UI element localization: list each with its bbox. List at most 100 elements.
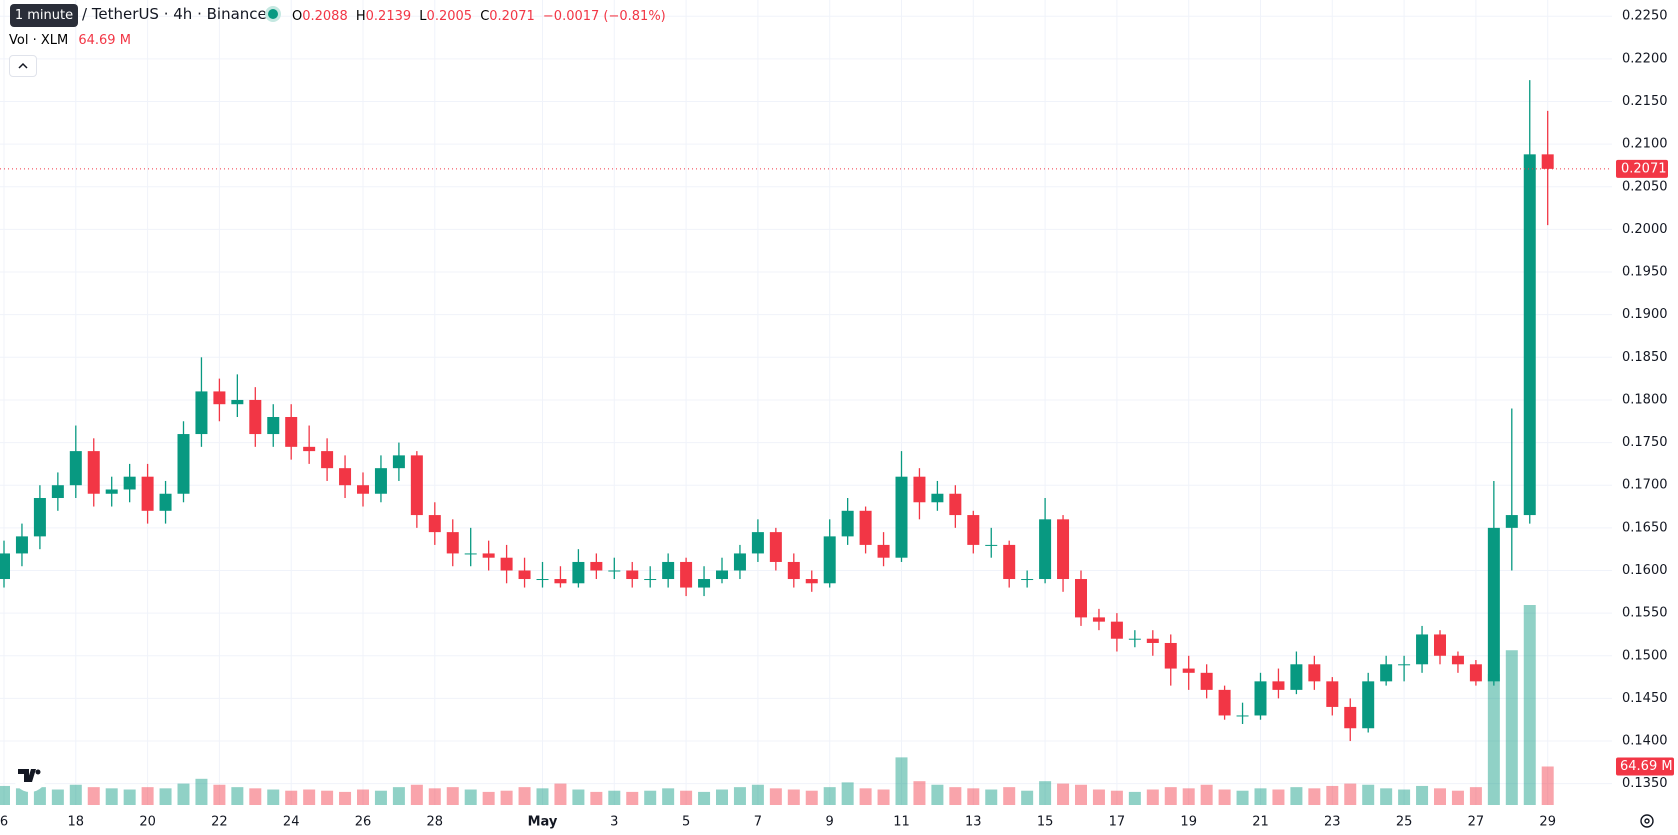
volume-bar	[51, 789, 64, 805]
volume-bar	[105, 788, 118, 805]
candle-body	[680, 561, 693, 588]
y-tick-label: 0.1500	[1622, 648, 1668, 663]
settings-icon[interactable]	[1638, 812, 1656, 830]
candle-body	[446, 532, 459, 554]
candle-body	[1021, 579, 1034, 581]
candle-body	[374, 468, 387, 494]
volume-bar	[123, 789, 136, 805]
candle-body	[626, 570, 639, 580]
x-tick-label: 17	[1109, 815, 1126, 830]
x-tick-label: 26	[355, 815, 372, 830]
y-tick-label: 0.1550	[1622, 606, 1668, 621]
volume-bar	[805, 790, 818, 805]
candle-body	[285, 416, 298, 447]
volume-bar	[482, 791, 495, 805]
volume-bar	[1128, 791, 1141, 805]
volume-bar	[33, 787, 46, 805]
candle-body	[1523, 154, 1536, 516]
x-tick-label: 5	[682, 815, 690, 830]
candle-body	[303, 446, 316, 452]
volume-tag-label: 64.69 M	[1620, 759, 1673, 774]
volume-bar	[392, 787, 405, 805]
volume-bar	[626, 791, 639, 805]
volume-bar	[1451, 790, 1464, 805]
candle-body	[428, 515, 441, 533]
volume-bar	[1182, 788, 1195, 805]
candle-body	[1236, 715, 1249, 717]
volume-bar	[1290, 787, 1303, 805]
volume-bar	[913, 781, 926, 805]
candle-body	[1092, 617, 1105, 622]
candle-body	[1146, 638, 1159, 643]
candle-body	[1128, 638, 1141, 640]
volume-bar	[177, 783, 190, 805]
candle-body	[698, 579, 711, 588]
candle-body	[859, 510, 872, 545]
volume-bar	[1236, 790, 1249, 805]
volume-bar	[357, 789, 369, 805]
candle-body	[1308, 664, 1321, 682]
x-tick-label: 18	[68, 815, 85, 830]
candle-body	[1218, 689, 1231, 716]
volume-bar	[680, 790, 693, 805]
candle-body	[1039, 519, 1052, 580]
candle-body	[572, 561, 585, 584]
volume-bar	[1200, 784, 1213, 805]
candle-body	[1200, 672, 1213, 690]
candle-body	[177, 434, 190, 494]
volume-bar	[1075, 784, 1087, 805]
candle-body	[0, 553, 10, 580]
candle-body	[1182, 668, 1195, 673]
candle-body	[1451, 655, 1464, 665]
volume-bar	[518, 787, 531, 805]
volume-bar	[985, 789, 998, 805]
candle-body	[123, 476, 136, 490]
candle-body	[195, 391, 208, 435]
y-tick-label: 0.2050	[1622, 179, 1668, 194]
candle-body	[751, 532, 764, 554]
volume-bar	[428, 788, 441, 805]
volume-bar	[1272, 789, 1285, 805]
candle-body	[1487, 527, 1500, 682]
volume-bar	[1146, 789, 1159, 805]
candle-body	[1164, 642, 1177, 669]
candle-body	[339, 468, 352, 486]
volume-bar	[1541, 766, 1554, 805]
volume-bar	[751, 784, 764, 805]
volume-bar	[716, 789, 728, 805]
candle-body	[482, 553, 495, 558]
candle-body	[33, 498, 46, 537]
volume-bar	[1003, 787, 1016, 805]
candle-body	[357, 485, 369, 494]
x-tick-label: 29	[1539, 815, 1556, 830]
candle-body	[1290, 664, 1303, 690]
x-tick-label: 25	[1396, 815, 1413, 830]
y-tick-label: 0.1700	[1622, 478, 1668, 493]
volume-bar	[1326, 785, 1339, 805]
h-label: H	[355, 9, 366, 24]
volume-bar	[1164, 787, 1177, 805]
y-tick-label: 0.1450	[1622, 691, 1668, 706]
volume-bar	[87, 787, 100, 805]
x-tick-label: 9	[826, 815, 834, 830]
candle-body	[1541, 154, 1554, 169]
close-value: 0.2071	[489, 9, 535, 24]
candle-body	[967, 515, 980, 545]
candle-body	[536, 579, 549, 581]
x-tick-label: 20	[139, 815, 156, 830]
status-dot	[268, 9, 278, 19]
candle-body	[608, 570, 621, 572]
y-tick-label: 0.1850	[1622, 350, 1668, 365]
candle-body	[1344, 706, 1357, 729]
volume-bar	[949, 787, 962, 805]
volume-bar	[321, 790, 334, 805]
volume-bar	[1362, 784, 1375, 805]
candle-body	[949, 493, 962, 516]
candle-body	[15, 536, 28, 554]
volume-bar	[339, 791, 352, 805]
collapse-button[interactable]	[9, 55, 37, 77]
volume-legend: Vol · XLM 64.69 M	[9, 33, 131, 48]
volume-bar	[213, 784, 226, 805]
volume-bar	[1398, 789, 1411, 805]
